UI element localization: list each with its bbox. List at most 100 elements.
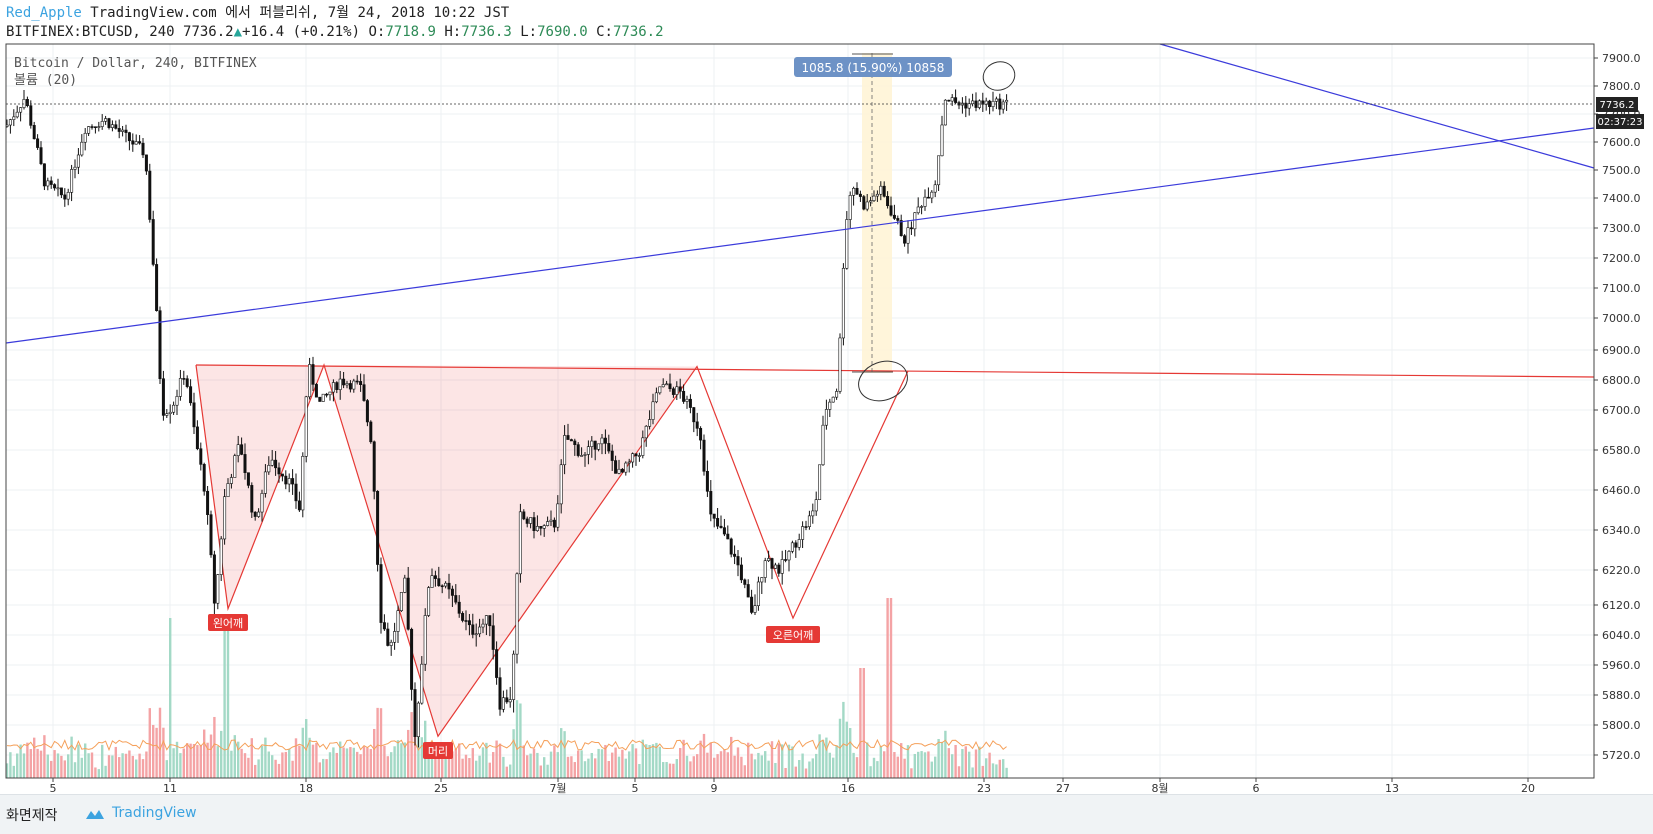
volume-bar [886, 598, 889, 778]
price-chart[interactable]: Bitcoin / Dollar, 240, BITFINEX 볼륨 (20) … [0, 0, 1653, 794]
volume-bar [539, 765, 542, 778]
candle-body [461, 613, 465, 621]
volume-bar [373, 728, 376, 778]
symbol-label[interactable]: BITFINEX:BTCUSD, 240 [6, 24, 175, 40]
candle-body [522, 511, 526, 520]
current-price-tag: 7736.2 [1596, 97, 1638, 112]
volume-bar [237, 741, 240, 778]
candle-body [93, 126, 97, 128]
y-tick-label: 7900.0 [1602, 52, 1641, 65]
volume-bar [978, 746, 981, 778]
volume-bar [19, 744, 22, 778]
candle-body [229, 477, 233, 484]
volume-bar [124, 753, 128, 778]
volume-bar [947, 748, 950, 778]
candle-body [246, 472, 250, 486]
volume-bar [196, 745, 199, 778]
time-axis[interactable]: 5 11 18 25 7월 5 9 16 23 27 8월 6 13 20 [50, 778, 1536, 794]
volume-bar [702, 733, 706, 778]
volume-bar [787, 744, 791, 778]
volume-bar [209, 734, 213, 778]
volume-bar [607, 761, 610, 778]
volume-bar [291, 760, 294, 778]
candle-body [25, 99, 29, 106]
candle-body [352, 380, 356, 390]
candle-body [325, 393, 329, 396]
volume-bar [556, 752, 559, 778]
volume-bar [386, 756, 389, 778]
candle-body [614, 460, 618, 474]
volume-bar [271, 755, 274, 778]
volume-bar [903, 758, 906, 778]
candle-body [954, 97, 958, 103]
candle-body [682, 390, 686, 402]
tradingview-brand-link[interactable]: TradingView [112, 805, 197, 821]
candle-body [308, 364, 312, 398]
candle-body [124, 129, 128, 133]
candle-body [916, 206, 920, 214]
candle-body [236, 444, 240, 456]
candle-body [348, 383, 352, 390]
volume-bar [961, 748, 964, 778]
volume-bar [322, 758, 325, 778]
volume-bar [420, 737, 423, 778]
volume-bar [879, 745, 882, 778]
volume-bar [12, 765, 15, 778]
volume-bar [67, 754, 70, 778]
candle-body [243, 454, 247, 473]
candle-body [454, 595, 458, 603]
volume-bar [974, 749, 978, 778]
candle-body [70, 169, 74, 193]
volume-bar [645, 744, 648, 778]
volume-bar [294, 738, 298, 778]
candle-body [474, 633, 478, 636]
x-tick-label: 5 [50, 782, 57, 794]
candle-body [15, 111, 19, 118]
candle-body [100, 121, 104, 127]
candle-body [233, 455, 237, 478]
volume-bar [33, 737, 36, 778]
candle-body [763, 560, 767, 578]
candle-body [780, 559, 784, 574]
candle-body [267, 465, 271, 473]
volume-bar [791, 746, 794, 778]
volume-bar [172, 748, 175, 778]
candle-body [814, 499, 818, 512]
candle-body [597, 443, 601, 450]
low-value: 7690.0 [537, 24, 588, 40]
candle-body [688, 398, 692, 408]
volume-bar [730, 736, 733, 778]
volume-bar [583, 761, 587, 778]
candle-body [641, 437, 645, 456]
candle-body [56, 187, 60, 190]
volume-bar [63, 760, 66, 778]
candle-body [430, 575, 434, 588]
candle-body [410, 628, 414, 690]
candle-body [787, 551, 791, 561]
volume-bar [883, 751, 886, 778]
volume-bar [682, 739, 685, 778]
volume-bar [668, 763, 672, 778]
x-tick-label: 18 [299, 782, 313, 794]
volume-bar [118, 757, 121, 778]
volume-bar [658, 746, 661, 778]
volume-bar [369, 749, 372, 778]
volume-bar [413, 736, 417, 778]
author-link[interactable]: Red_Apple [6, 5, 82, 21]
candle-body [743, 579, 747, 585]
volume-bar [390, 752, 393, 778]
right-shoulder-label: 오른어깨 [766, 626, 820, 643]
volume-bar [254, 764, 257, 778]
candle-body [569, 439, 573, 442]
candle-body [892, 214, 896, 219]
x-tick-label: 27 [1056, 782, 1070, 794]
volume-bar [73, 762, 77, 778]
volume-bar [121, 753, 124, 778]
candle-body [138, 141, 142, 144]
volume-bar [128, 750, 131, 778]
candle-body [801, 526, 805, 540]
price-axis[interactable]: 7900.07800.07700.07600.07500.07400.07300… [1594, 52, 1641, 762]
volume-bar [87, 753, 90, 778]
candle-body [610, 450, 614, 461]
volume-bar [111, 755, 114, 778]
